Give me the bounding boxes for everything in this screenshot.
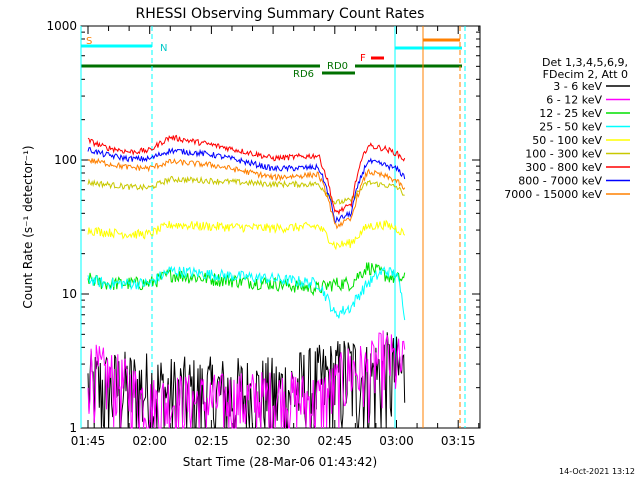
x-tick-label: 02:30 [256, 434, 291, 448]
legend-label: 100 - 300 keV [525, 148, 602, 161]
legend-header-1: Det 1,3,4,5,6,9, [542, 56, 628, 69]
legend-label: 800 - 7000 keV [518, 175, 602, 188]
x-axis: 01:45 02:00 02:15 02:30 02:45 03:00 03:15 [71, 26, 480, 448]
series-line-7 [87, 134, 406, 216]
legend-label: 50 - 100 keV [532, 134, 602, 147]
legend-label: 12 - 25 keV [539, 107, 602, 120]
legend: Det 1,3,4,5,6,9, FDecim 2, Att 0 3 - 6 k… [504, 56, 630, 201]
series-lines [87, 134, 406, 430]
y-axis: 1 10 100 1000 [46, 19, 480, 435]
x-axis-label: Start Time (28-Mar-06 01:43:42) [183, 455, 377, 469]
annotation-s: S [86, 36, 92, 47]
x-tick-label: 03:00 [379, 434, 414, 448]
chart-title: RHESSI Observing Summary Count Rates [136, 6, 425, 22]
x-tick-label: 02:00 [132, 434, 167, 448]
legend-label: 7000 - 15000 keV [504, 188, 602, 201]
annotation-f: F [360, 53, 366, 64]
legend-header-2: FDecim 2, Att 0 [543, 68, 628, 81]
series-line-2 [87, 330, 406, 430]
state-bars: S N F RD0 RD6 [81, 36, 462, 80]
legend-label: 3 - 6 keV [553, 80, 602, 93]
legend-label: 300 - 800 keV [525, 161, 602, 174]
series-line-4 [87, 265, 406, 321]
y-tick-label: 1000 [46, 19, 77, 33]
series-line-1 [87, 332, 406, 429]
y-tick-label: 100 [54, 153, 77, 167]
annotation-rd0: RD0 [327, 61, 348, 72]
annotation-n: N [160, 43, 167, 54]
y-axis-label: Count Rate (s⁻¹ detector⁻¹) [21, 145, 35, 308]
series-line-6 [87, 175, 405, 205]
y-tick-label: 10 [62, 287, 77, 301]
x-tick-label: 03:15 [441, 434, 476, 448]
legend-label: 25 - 50 keV [539, 121, 602, 134]
y-tick-label: 1 [69, 421, 77, 435]
annotation-rd6: RD6 [293, 69, 314, 80]
x-tick-label: 01:45 [71, 434, 106, 448]
series-line-9 [87, 157, 406, 230]
legend-label: 6 - 12 keV [546, 94, 602, 107]
series-line-5 [87, 219, 406, 251]
series-line-3 [87, 262, 406, 297]
x-tick-label: 02:45 [318, 434, 353, 448]
corner-timestamp: 14-Oct-2021 13:12 [559, 467, 635, 476]
x-tick-label: 02:15 [194, 434, 229, 448]
series-line-8 [87, 147, 406, 224]
